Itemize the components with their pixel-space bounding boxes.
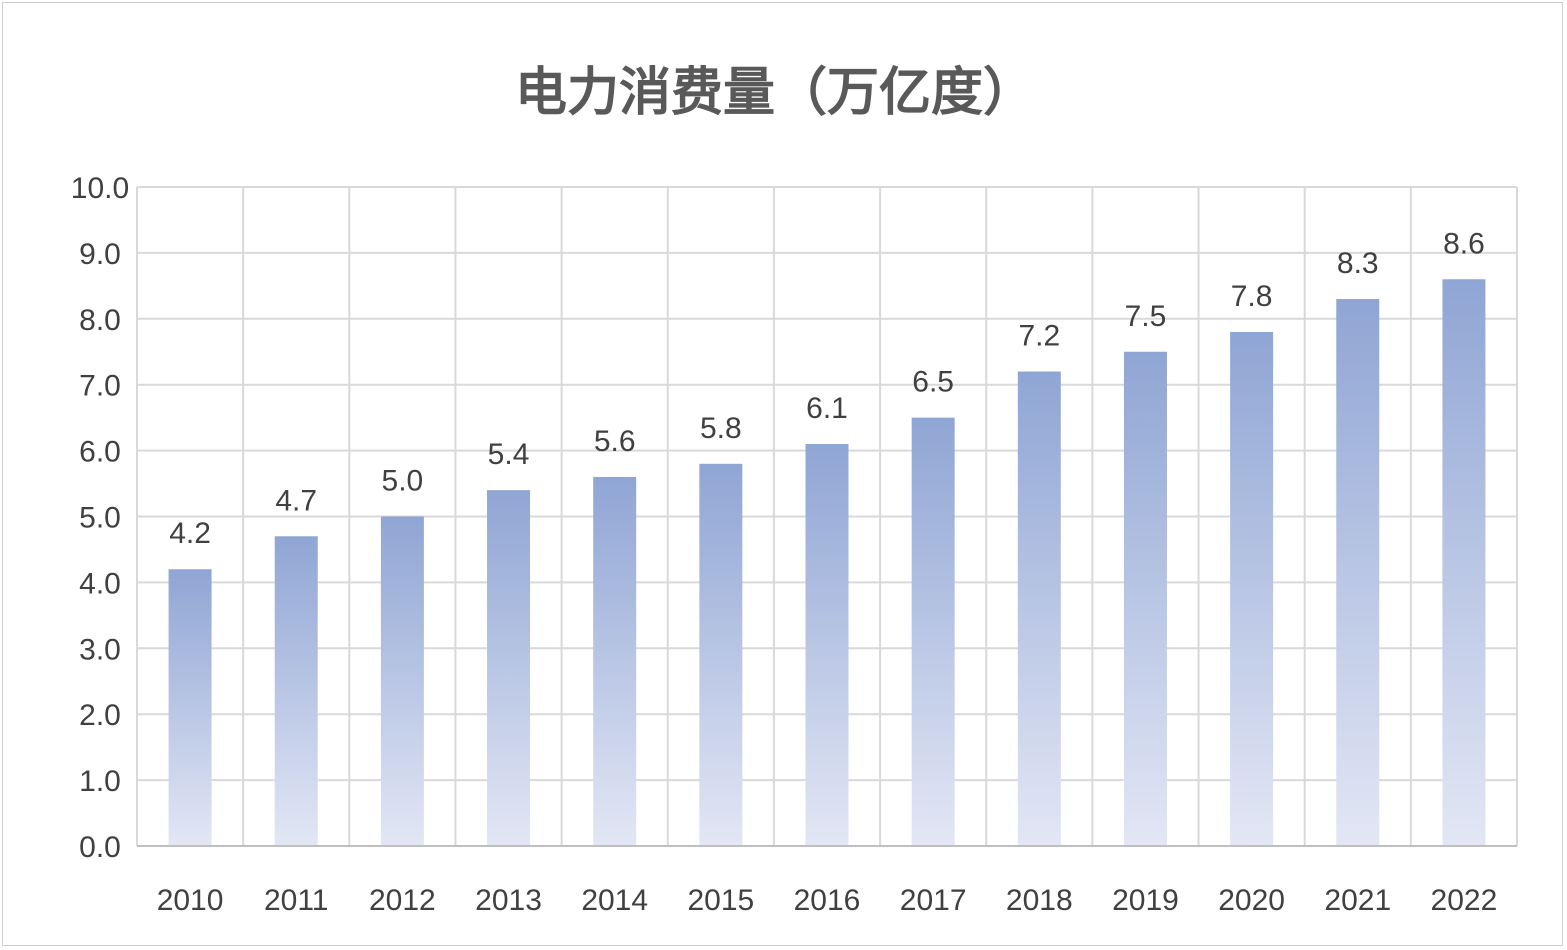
data-label-2010: 4.2 bbox=[169, 517, 211, 550]
bar-layer bbox=[168, 279, 1486, 847]
data-label-2021: 8.3 bbox=[1337, 247, 1379, 280]
bar-2022 bbox=[1442, 279, 1486, 846]
bar-2015 bbox=[699, 463, 743, 846]
x-tick-label-2018: 2018 bbox=[1006, 884, 1073, 917]
x-tick-label-2016: 2016 bbox=[794, 884, 861, 917]
x-tick-label-2022: 2022 bbox=[1431, 884, 1498, 917]
bar-2020 bbox=[1230, 331, 1274, 847]
x-tick-label-2015: 2015 bbox=[687, 884, 754, 917]
x-tick-label-2012: 2012 bbox=[369, 884, 436, 917]
bar-2014 bbox=[593, 476, 637, 846]
bar-2013 bbox=[487, 490, 531, 846]
y-tick-label: 2.0 bbox=[79, 699, 121, 732]
y-tick-label: 1.0 bbox=[79, 765, 121, 798]
x-tick-label-2010: 2010 bbox=[157, 884, 224, 917]
x-tick-label-2019: 2019 bbox=[1112, 884, 1179, 917]
data-label-2012: 5.0 bbox=[382, 465, 424, 498]
axis-layer: 0.0 1.0 2.0 3.0 4.0 5.0 6.0 7.0 8.0 9.0 10.0 2010 20… bbox=[71, 172, 1517, 917]
data-label-2022: 8.6 bbox=[1443, 227, 1485, 260]
chart-title: 电力消费量（万亿度） bbox=[515, 63, 1035, 123]
bar-2019 bbox=[1123, 351, 1167, 846]
y-tick-label: 10.0 bbox=[71, 172, 129, 205]
bar-2011 bbox=[274, 536, 318, 846]
grid-layer bbox=[136, 186, 1518, 846]
data-label-2016: 6.1 bbox=[806, 392, 848, 425]
y-tick-label: 6.0 bbox=[79, 436, 121, 469]
y-tick-label: 4.0 bbox=[79, 567, 121, 600]
y-tick-label: 9.0 bbox=[79, 238, 121, 271]
bar-2010 bbox=[168, 569, 212, 846]
data-label-2014: 5.6 bbox=[594, 425, 636, 458]
x-tick-label-2021: 2021 bbox=[1324, 884, 1391, 917]
data-label-2018: 7.2 bbox=[1018, 320, 1060, 353]
bar-2017 bbox=[911, 417, 955, 846]
data-label-2020: 7.8 bbox=[1231, 280, 1273, 313]
bar-2016 bbox=[805, 444, 849, 846]
x-tick-label-2017: 2017 bbox=[900, 884, 967, 917]
y-tick-label: 0.0 bbox=[79, 831, 121, 864]
data-label-2015: 5.8 bbox=[700, 412, 742, 445]
y-tick-label: 3.0 bbox=[79, 633, 121, 666]
y-tick-label: 5.0 bbox=[79, 502, 121, 535]
data-label-layer: 4.2 4.7 5.0 5.4 5.6 5.8 6.1 6.5 7.2 7.5 7.8 8.3 8.6 bbox=[169, 227, 1485, 550]
bar-2021 bbox=[1336, 299, 1380, 846]
x-tick-label-2014: 2014 bbox=[581, 884, 648, 917]
data-label-2019: 7.5 bbox=[1125, 300, 1167, 333]
bar-2018 bbox=[1017, 371, 1061, 846]
x-tick-label-2020: 2020 bbox=[1218, 884, 1285, 917]
x-tick-label-2011: 2011 bbox=[264, 884, 329, 917]
y-tick-label: 7.0 bbox=[79, 370, 121, 403]
data-label-2013: 5.4 bbox=[488, 438, 530, 471]
bar-2012 bbox=[380, 516, 424, 846]
data-label-2017: 6.5 bbox=[912, 366, 954, 399]
y-tick-label: 8.0 bbox=[79, 304, 121, 337]
data-label-2011: 4.7 bbox=[275, 484, 317, 517]
x-tick-label-2013: 2013 bbox=[475, 884, 542, 917]
